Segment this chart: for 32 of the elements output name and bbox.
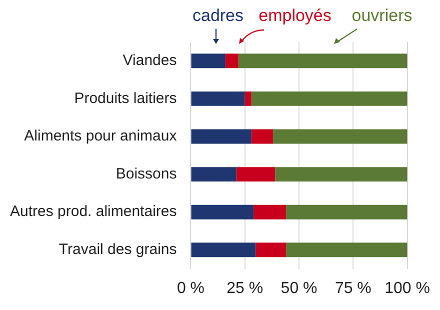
series-label: ouvriers [352,6,412,26]
bar [286,204,408,220]
y-tick-label: Autres prod. alimentaires [10,203,177,220]
y-tick-label: Travail des grains [58,241,177,258]
text: employés [258,6,332,26]
bar [236,167,276,182]
y-tick-label: Viandes [122,52,177,70]
bar [286,242,408,258]
bar [191,91,245,106]
bar [254,204,286,220]
bar [251,91,408,106]
bar [191,204,254,220]
bar [238,54,408,68]
bar [191,54,226,68]
x-tick-label: 75 % [334,280,372,297]
series-label: cadres [192,6,244,26]
bar [191,129,252,144]
bar [256,242,286,258]
x-tick-label: 0 % [176,280,205,297]
x-tick-label: 25 % [226,280,264,297]
bar [244,91,252,106]
y-tick-label: Boissons [116,165,177,182]
x-tick-label: 50 % [280,280,318,297]
bar [225,54,238,68]
y-tick-label: Aliments pour animaux [24,128,178,145]
bar [191,167,236,182]
x-tick-label: 100 % [384,280,430,297]
bar [191,242,256,258]
bar [273,129,408,144]
y-tick-label: Produits laitiers [74,90,177,107]
bar [275,167,408,182]
bar [251,129,274,144]
